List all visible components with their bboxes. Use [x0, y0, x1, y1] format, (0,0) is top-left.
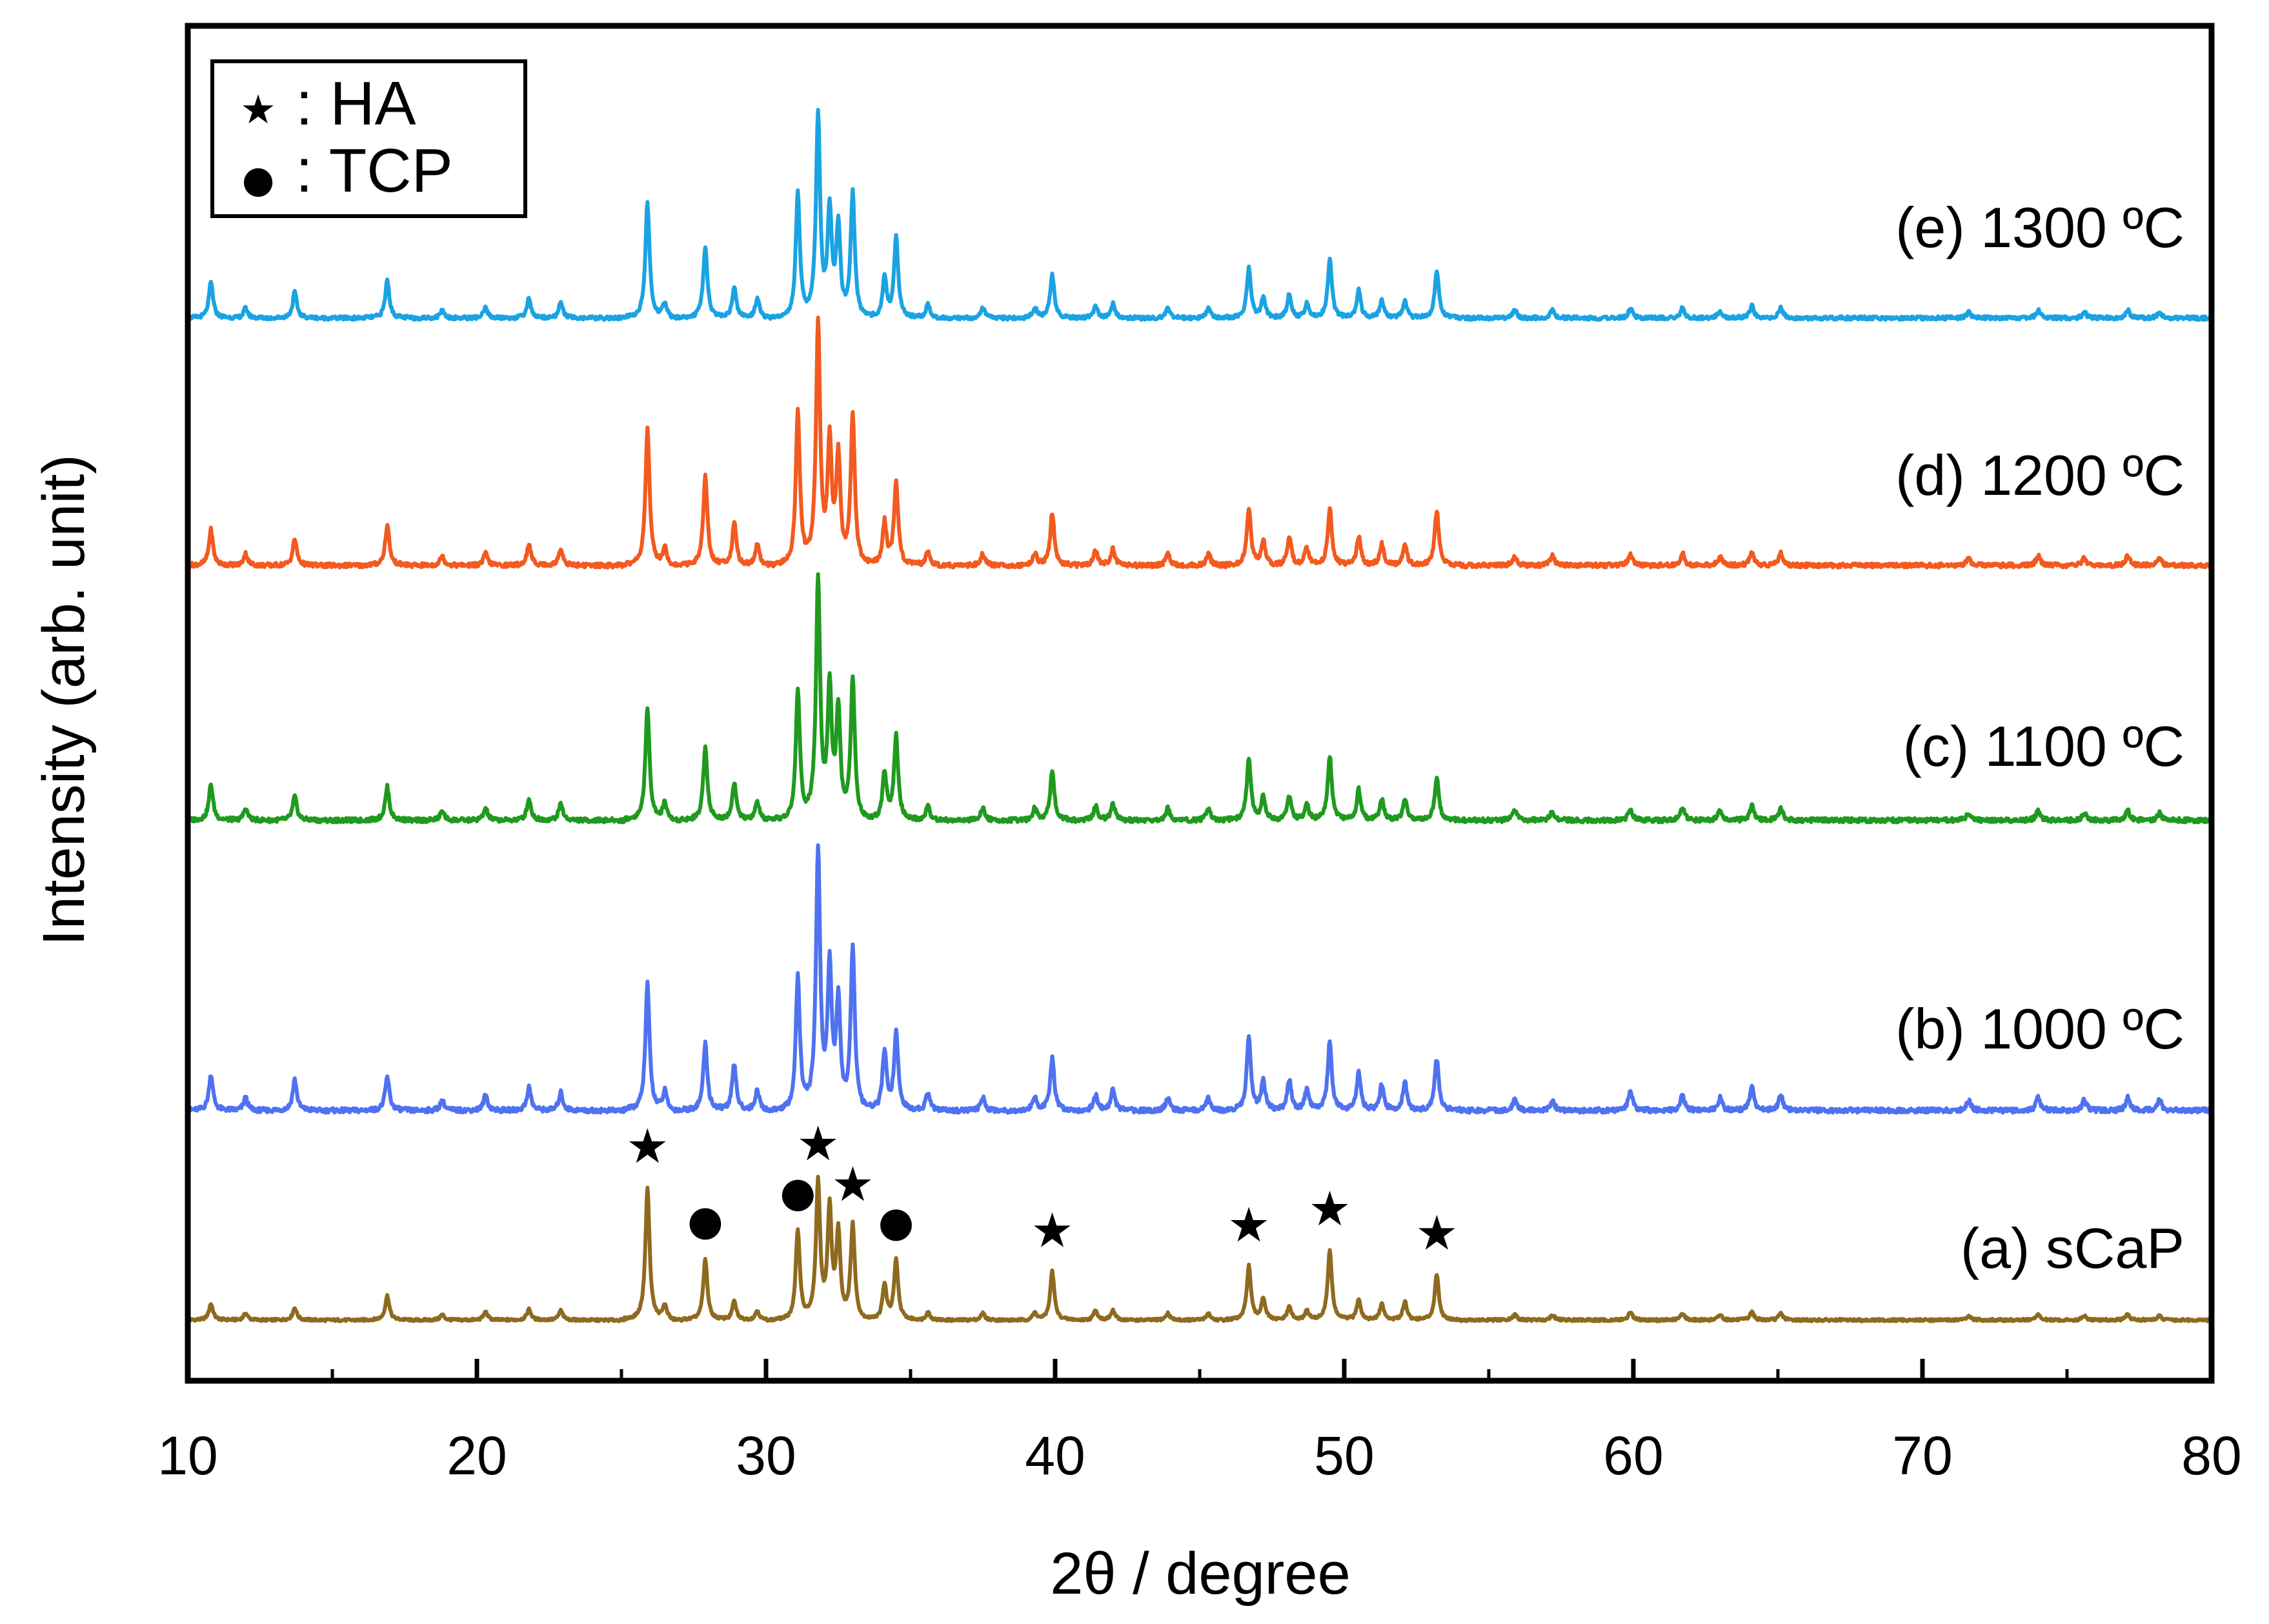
ha-star-marker-icon: ★	[1415, 1206, 1458, 1261]
series-line	[186, 108, 2214, 322]
legend: ★ : HA ● : TCP	[210, 59, 527, 218]
x-tick-label: 60	[1603, 1425, 1663, 1486]
x-axis-ticks: 10 20 30 40 50 60 70 80	[157, 1359, 2242, 1486]
series-label: (b) 1000 ºC	[1895, 997, 2184, 1061]
x-tick-label: 50	[1314, 1425, 1374, 1486]
series-line	[186, 316, 2214, 570]
x-tick-label: 40	[1025, 1425, 1085, 1486]
plot-frame	[185, 23, 2215, 1384]
series-line	[186, 1174, 2214, 1323]
x-tick-label: 80	[2181, 1425, 2241, 1486]
ha-star-marker-icon: ★	[1227, 1198, 1270, 1253]
tcp-dot-marker-icon: ●	[687, 1198, 723, 1245]
series-line	[186, 843, 2214, 1115]
series-label: (a) sCaP	[1961, 1216, 2184, 1280]
legend-ha-symbol-icon: ★	[240, 86, 276, 133]
tcp-dot-marker-icon: ●	[878, 1199, 914, 1247]
x-tick-label: 30	[736, 1425, 796, 1486]
y-axis-label: Intensity (arb. unit)	[31, 454, 97, 946]
x-tick-label: 10	[157, 1425, 217, 1486]
ha-star-marker-icon: ★	[796, 1116, 839, 1172]
ha-star-marker-icon: ★	[831, 1157, 874, 1212]
ha-star-marker-icon: ★	[626, 1119, 669, 1174]
legend-tcp-symbol-icon: ●	[242, 157, 275, 201]
series-label: (e) 1300 ºC	[1895, 195, 2184, 259]
tcp-dot-marker-icon: ●	[780, 1168, 816, 1216]
x-tick-label: 70	[1892, 1425, 1952, 1486]
x-tick-label: 20	[447, 1425, 507, 1486]
series-layer	[186, 108, 2214, 1323]
series-line	[186, 572, 2214, 825]
legend-tcp-label: : TCP	[296, 136, 453, 205]
ha-star-marker-icon: ★	[1031, 1203, 1073, 1258]
phase-marker-layer: ★●●★★● ★ ★ ★ ★	[626, 1116, 1458, 1261]
series-label: (c) 1100 ºC	[1903, 714, 2184, 778]
series-label: (d) 1200 ºC	[1895, 443, 2184, 507]
series-labels: (a) sCaP (b) 1000 ºC (c) 1100 ºC (d) 1200 º…	[1895, 195, 2184, 1280]
x-axis-label: 2θ / degree	[1050, 1541, 1350, 1607]
legend-ha-label: : HA	[296, 69, 416, 138]
ha-star-marker-icon: ★	[1308, 1181, 1351, 1237]
legend-box	[210, 59, 527, 218]
